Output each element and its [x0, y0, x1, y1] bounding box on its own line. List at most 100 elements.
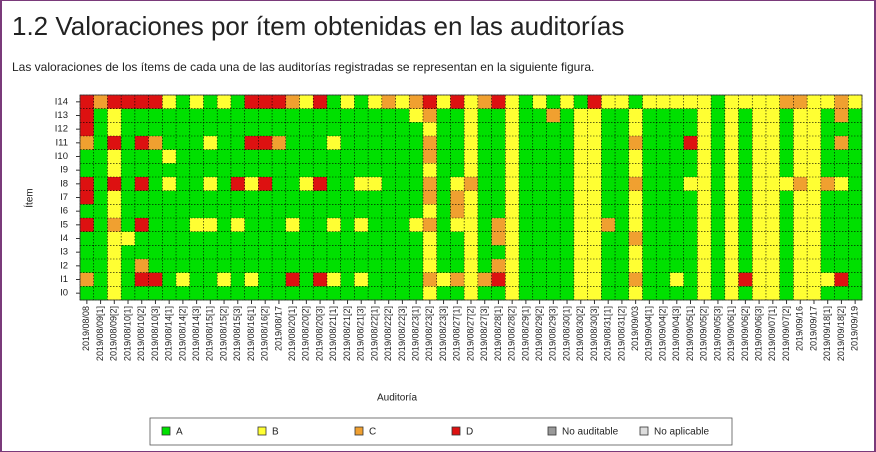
heatmap-cell: [820, 218, 835, 232]
x-tick-label: 2019/08/09[2]: [109, 306, 119, 361]
heatmap-cell: [313, 286, 328, 301]
heatmap-cell: [121, 177, 136, 191]
heatmap-cell: [368, 177, 383, 191]
heatmap-cell: [299, 122, 314, 137]
heatmap-cell: [820, 122, 835, 137]
heatmap-cell: [285, 218, 300, 232]
heatmap-cell: [683, 245, 698, 260]
heatmap-cell: [848, 231, 863, 246]
heatmap-cell: [669, 259, 684, 273]
heatmap-cell: [121, 95, 136, 109]
heatmap-cell: [491, 204, 506, 219]
heatmap-cell: [272, 272, 287, 287]
heatmap-cell: [450, 231, 465, 246]
heatmap-cell: [807, 163, 822, 178]
heatmap-cell: [354, 286, 369, 301]
heatmap-cell: [162, 95, 177, 109]
heatmap-cell: [697, 136, 712, 150]
heatmap-cell: [326, 204, 341, 219]
heatmap-cell: [711, 122, 726, 137]
heatmap-cell: [587, 259, 602, 273]
heatmap-cell: [546, 136, 561, 150]
heatmap-cell: [505, 190, 520, 205]
heatmap-cell: [422, 286, 438, 301]
heatmap-cell: [669, 177, 684, 191]
heatmap-cell: [656, 149, 671, 164]
heatmap-cell: [752, 149, 767, 164]
heatmap-cell: [326, 149, 341, 164]
heatmap-cell: [409, 136, 424, 150]
heatmap-cell: [628, 108, 643, 123]
heatmap-cell: [491, 272, 506, 287]
heatmap-cell: [738, 95, 753, 109]
heatmap-cell: [628, 259, 643, 273]
heatmap-cell: [230, 204, 245, 219]
heatmap-cell: [491, 259, 506, 273]
heatmap-cell: [724, 190, 739, 205]
x-tick-label: 2019/08/31[1]: [603, 306, 613, 361]
heatmap-cell: [189, 163, 204, 178]
heatmap-cell: [669, 245, 684, 260]
heatmap-cell: [285, 136, 300, 150]
heatmap-cell: [464, 218, 479, 232]
heatmap-cell: [381, 149, 396, 164]
heatmap-cell: [134, 177, 149, 191]
heatmap-cell: [422, 163, 438, 178]
heatmap-cell: [299, 177, 314, 191]
heatmap-cell: [409, 190, 424, 205]
heatmap-cell: [560, 163, 575, 178]
heatmap-cell: [326, 231, 341, 246]
heatmap-cell: [80, 108, 95, 123]
heatmap-cell: [217, 108, 232, 123]
heatmap-cell: [381, 259, 396, 273]
heatmap-cell: [244, 259, 259, 273]
heatmap-cell: [779, 149, 794, 164]
heatmap-cell: [395, 122, 410, 137]
heatmap-cell: [820, 204, 835, 219]
heatmap-cell: [326, 122, 341, 137]
heatmap-cell: [519, 122, 534, 137]
heatmap-cell: [669, 218, 684, 232]
heatmap-cell: [395, 149, 410, 164]
heatmap-cell: [642, 259, 657, 273]
heatmap-cell: [80, 95, 95, 109]
heatmap-cell: [134, 272, 149, 287]
heatmap-cell: [532, 259, 547, 273]
heatmap-cell: [615, 204, 630, 219]
heatmap-cell: [573, 95, 588, 109]
heatmap-cell: [354, 204, 369, 219]
heatmap-cell: [779, 218, 794, 232]
heatmap-cell: [738, 259, 753, 273]
heatmap-cell: [450, 108, 465, 123]
heatmap-cell: [230, 190, 245, 205]
x-tick-label: 2019/09/18[2]: [836, 306, 846, 361]
heatmap-cell: [285, 149, 300, 164]
heatmap-cell: [505, 218, 520, 232]
heatmap-cell: [299, 136, 314, 150]
heatmap-cell: [765, 272, 780, 287]
heatmap-cell: [519, 190, 534, 205]
heatmap-cell: [477, 259, 492, 273]
heatmap-cell: [189, 190, 204, 205]
heatmap-cell: [285, 190, 300, 205]
heatmap-cell: [683, 231, 698, 246]
heatmap-cell: [601, 108, 616, 123]
heatmap-cell: [464, 95, 479, 109]
heatmap-cell: [560, 177, 575, 191]
heatmap-cell: [258, 259, 273, 273]
heatmap-cell: [834, 245, 849, 260]
heatmap-cell: [162, 272, 177, 287]
x-tick-label: 2019/08/20[3]: [314, 306, 324, 361]
heatmap-cell: [148, 245, 163, 260]
heatmap-cell: [752, 286, 767, 301]
heatmap-cell: [93, 108, 108, 123]
heatmap-cell: [697, 231, 712, 246]
heatmap-cell: [711, 218, 726, 232]
heatmap-cell: [628, 272, 643, 287]
heatmap-cell: [148, 190, 163, 205]
heatmap-cell: [121, 231, 136, 246]
heatmap-cell: [313, 163, 328, 178]
heatmap-cell: [848, 286, 863, 301]
heatmap-cell: [272, 245, 287, 260]
heatmap-cell: [628, 149, 643, 164]
